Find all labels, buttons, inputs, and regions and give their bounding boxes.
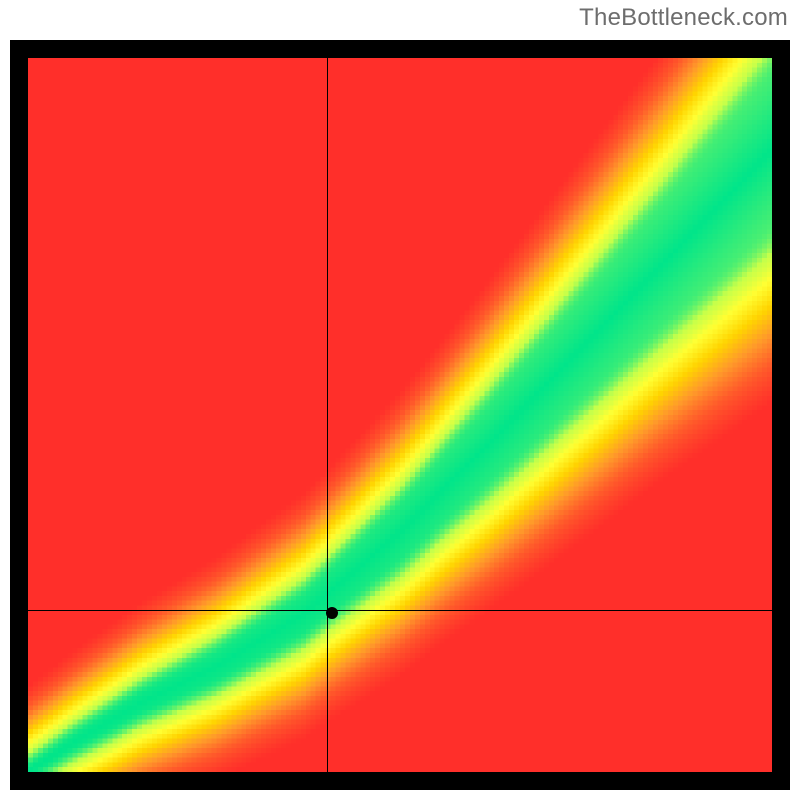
selection-marker — [326, 607, 338, 619]
watermark-text: TheBottleneck.com — [579, 4, 788, 32]
heatmap-canvas — [28, 58, 772, 772]
crosshair-horizontal — [28, 610, 772, 611]
figure-container: TheBottleneck.com — [0, 0, 800, 800]
heatmap-plot-area — [28, 58, 772, 772]
crosshair-vertical — [327, 58, 328, 772]
